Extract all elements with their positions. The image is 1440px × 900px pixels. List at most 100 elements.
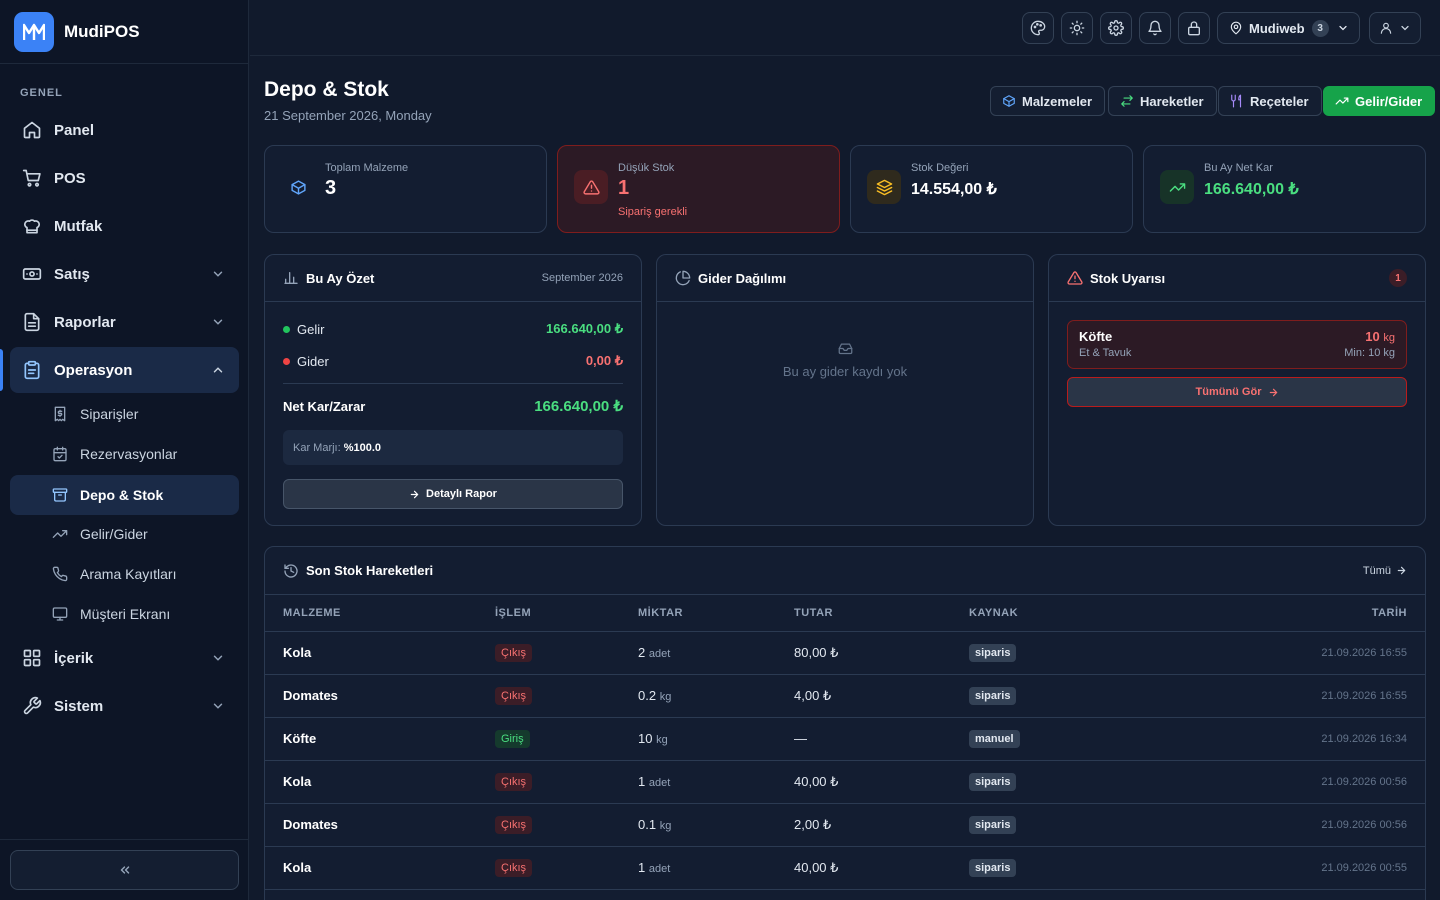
- location-count-badge: 3: [1311, 19, 1329, 37]
- sidebar-subitem-depo-stok[interactable]: Depo & Stok: [10, 475, 239, 515]
- theme-palette-button[interactable]: [1022, 12, 1054, 44]
- sidebar-subitem-arama-kayitlari[interactable]: Arama Kayıtları: [10, 554, 239, 594]
- sun-icon: [1069, 20, 1085, 36]
- stat-low-stock[interactable]: Düşük Stok 1 Sipariş gerekli: [557, 145, 840, 233]
- sidebar-subitem-label: Rezervasyonlar: [80, 446, 178, 462]
- expense-value: 0,00 ₺: [585, 353, 623, 368]
- cell-quantity: 0.2 kg: [638, 674, 794, 718]
- cell-date: 21.09.2026 16:55: [1225, 631, 1425, 675]
- recipes-button[interactable]: Reçeteler: [1218, 86, 1322, 116]
- sidebar-item-label: İçerik: [54, 649, 94, 667]
- brand[interactable]: MudiPOS: [0, 0, 248, 64]
- card-header: Stok Uyarısı 1: [1049, 255, 1425, 302]
- sidebar: MudiPOS GENEL Panel POS Mutfak Satış Rap…: [0, 0, 249, 900]
- quantity-unit: adet: [648, 648, 671, 660]
- column-header: TUTAR: [794, 595, 969, 632]
- quantity-value: 10: [638, 731, 653, 746]
- materials-button[interactable]: Malzemeler: [990, 86, 1106, 116]
- sidebar-subitem-musteri-ekrani[interactable]: Müşteri Ekranı: [10, 594, 239, 634]
- cell-source: manuel: [969, 717, 1225, 761]
- alert-count-badge: 1: [1389, 269, 1407, 287]
- sidebar-subitem-siparisler[interactable]: Siparişler: [10, 394, 239, 434]
- sidebar-item-panel[interactable]: Panel: [10, 107, 239, 153]
- net-value: 166.640,00 ₺: [534, 398, 623, 415]
- cell-source: siparis: [969, 760, 1225, 804]
- income-expense-button-label: Gelir/Gider: [1355, 93, 1423, 109]
- sidebar-item-mutfak[interactable]: Mutfak: [10, 203, 239, 249]
- cell-operation: Giriş: [495, 717, 638, 761]
- sidebar-subitem-rezervasyonlar[interactable]: Rezervasyonlar: [10, 434, 239, 474]
- banknote-icon: [22, 268, 42, 280]
- see-all-button[interactable]: Tümünü Gör: [1067, 377, 1407, 407]
- alert-triangle-icon: [1067, 271, 1083, 285]
- sidebar-subitem-label: Müşteri Ekranı: [80, 606, 171, 622]
- cell-amount: 40,00 ₺: [794, 846, 969, 890]
- sidebar-item-label: Panel: [54, 121, 95, 139]
- active-indicator: [0, 349, 3, 391]
- quantity-unit: kg: [659, 691, 672, 703]
- expense-dot: [283, 357, 290, 365]
- table-row[interactable]: Domates Çıkış 0.1 kg 2,00 ₺ siparis 21.09.202…: [265, 803, 1425, 847]
- recipes-button-label: Reçeteler: [1250, 93, 1309, 109]
- column-header: İŞLEM: [495, 595, 638, 632]
- income-expense-button[interactable]: Gelir/Gider: [1323, 86, 1436, 116]
- stock-movements-card: Son Stok Hareketleri Tümü MALZEME İŞLEM …: [264, 546, 1426, 900]
- sidebar-item-sistem[interactable]: Sistem: [10, 683, 239, 729]
- page-date: 21 September 2026, Monday: [264, 108, 432, 123]
- table-row[interactable]: Kola Çıkış 2 adet 80,00 ₺ siparis 21.09.2026 …: [265, 631, 1425, 675]
- source-badge: siparis: [969, 772, 1017, 791]
- cell-date: 21.09.2026 16:55: [1225, 674, 1425, 718]
- sidebar-item-icerik[interactable]: İçerik: [10, 635, 239, 681]
- history-icon: [284, 563, 298, 578]
- chef-hat-icon: [24, 219, 40, 234]
- wrench-icon: [23, 696, 42, 715]
- cell-date: 21.09.2026 00:56: [1225, 760, 1425, 804]
- cell-quantity: 10 kg: [638, 717, 794, 761]
- card-header: Gider Dağılımı: [657, 255, 1033, 302]
- empty-message: Bu ay gider kaydı yok: [782, 364, 908, 379]
- movements-button[interactable]: Hareketler: [1108, 86, 1217, 116]
- notifications-button[interactable]: [1139, 12, 1171, 44]
- topbar: Mudiweb 3: [250, 0, 1440, 56]
- low-stock-item[interactable]: Köfte Et & Tavuk 10 kg Min: 10 kg: [1067, 320, 1407, 369]
- sidebar-item-operasyon[interactable]: Operasyon: [10, 347, 239, 393]
- operation-badge: Çıkış: [495, 643, 533, 662]
- sidebar-subitem-gelir-gider[interactable]: Gelir/Gider: [10, 514, 239, 554]
- sidebar-subitem-label: Arama Kayıtları: [80, 566, 177, 582]
- phone-icon: [52, 566, 68, 582]
- settings-button[interactable]: [1100, 12, 1132, 44]
- lock-button[interactable]: [1178, 12, 1210, 44]
- operation-badge: Çıkış: [495, 815, 533, 834]
- stat-label: Toplam Malzeme: [325, 162, 409, 174]
- sidebar-item-satis[interactable]: Satış: [10, 251, 239, 297]
- user-icon: [1380, 22, 1392, 34]
- collapse-sidebar-button[interactable]: [10, 850, 239, 890]
- sidebar-item-label: Raporlar: [54, 313, 116, 331]
- income-row: Gelir 166.640,00 ₺: [283, 321, 623, 337]
- expense-distribution-card: Gider Dağılımı Bu ay gider kaydı yok: [656, 254, 1034, 526]
- materials-button-label: Malzemeler: [1022, 93, 1093, 109]
- table-row[interactable]: Köfte Giriş 10 kg — manuel 21.09.2026 16:34: [265, 717, 1425, 761]
- view-all-link[interactable]: Tümü: [1363, 565, 1407, 577]
- table-row[interactable]: Domates Çıkış 0.2 kg 4,00 ₺ siparis 21.09.202…: [265, 674, 1425, 718]
- operation-badge: Çıkış: [495, 858, 533, 877]
- empty-state: Bu ay gider kaydı yok: [657, 341, 1033, 379]
- cell-date: 21.09.2026 00:55: [1225, 846, 1425, 890]
- detailed-report-button[interactable]: Detaylı Rapor: [283, 479, 623, 509]
- theme-toggle-button[interactable]: [1061, 12, 1093, 44]
- expense-row: Gider 0,00 ₺: [283, 353, 623, 369]
- stat-value: 166.640,00 ₺: [1204, 181, 1299, 198]
- clipboard-icon: [24, 360, 40, 380]
- sidebar-item-pos[interactable]: POS: [10, 155, 239, 201]
- cell-item: Kola: [265, 846, 495, 890]
- user-menu-button[interactable]: [1369, 12, 1421, 44]
- cell-operation: Çıkış: [495, 674, 638, 718]
- stat-icon-wrap: [574, 170, 608, 204]
- location-selector[interactable]: Mudiweb 3: [1217, 12, 1360, 44]
- chevron-down-icon: [213, 655, 223, 661]
- column-header: MİKTAR: [638, 595, 794, 632]
- sidebar-item-raporlar[interactable]: Raporlar: [10, 299, 239, 345]
